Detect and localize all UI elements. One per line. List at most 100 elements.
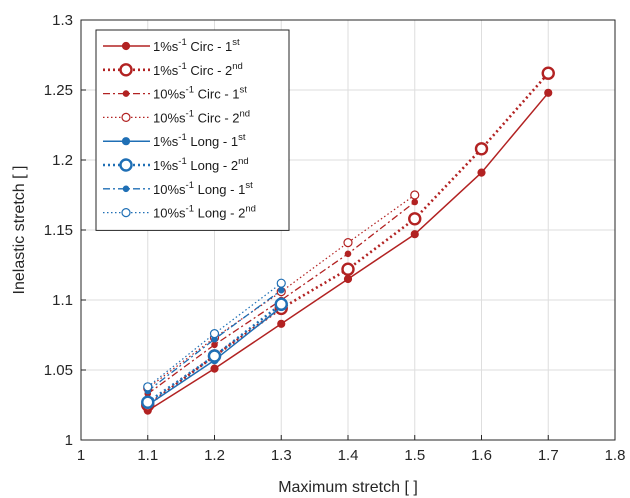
x-tick-label: 1.3: [271, 447, 292, 464]
legend-box: [95, 29, 290, 231]
legend-label-ordinal: nd: [239, 108, 250, 119]
legend-label-unit-exponent: -1: [178, 37, 186, 48]
legend-label: 1%s-1 Circ - 1st: [153, 37, 240, 54]
legend-label: 10%s-1 Long - 1st: [153, 180, 253, 197]
series-6: [141, 297, 288, 409]
legend-label-rate: 10%s: [153, 206, 186, 221]
legend-entry: 1%s-1 Circ - 1st: [103, 37, 240, 54]
data-point: [274, 297, 288, 311]
legend-label-ordinal: st: [239, 85, 247, 96]
legend-entry: 10%s-1 Circ - 1st: [103, 85, 247, 102]
data-point: [544, 88, 553, 97]
legend-label: 10%s-1 Circ - 2nd: [153, 108, 250, 125]
legend-entry: 10%s-1 Long - 1st: [103, 180, 253, 197]
legend-label-unit-exponent: -1: [178, 132, 186, 143]
y-tick-label: 1.15: [44, 222, 73, 239]
legend-label-rate: 10%s: [153, 110, 186, 125]
legend-label-rate: 1%s: [153, 63, 179, 78]
legend-label: 1%s-1 Circ - 2nd: [153, 61, 243, 78]
legend-label-main: Long - 1: [194, 182, 245, 197]
axis-ticks: 1 1.1 1.2 1.3 1.4 1.5 1.6 1.7 1.8 1 1.05 1.1 1.15 1.2…: [44, 12, 626, 464]
data-point: [141, 395, 155, 409]
x-tick-label: 1: [77, 447, 85, 464]
legend-label-unit-exponent: -1: [178, 156, 186, 167]
legend-marker: [121, 208, 131, 218]
data-point: [341, 262, 355, 276]
data-point: [474, 142, 489, 156]
x-tick-label: 1.4: [338, 447, 359, 464]
legend-label-unit-exponent: -1: [186, 85, 194, 96]
data-point: [210, 364, 219, 373]
legend-label-main: Long - 1: [187, 134, 238, 149]
legend-entry: 10%s-1 Circ - 2nd: [103, 108, 250, 125]
x-tick-label: 1.8: [605, 447, 626, 464]
legend-label-ordinal: nd: [238, 156, 249, 167]
legend-label-unit-exponent: -1: [186, 180, 194, 191]
y-tick-label: 1.2: [52, 152, 73, 169]
legend-label-rate: 1%s: [153, 134, 179, 149]
legend-label-unit-exponent: -1: [178, 61, 186, 72]
series-8: [143, 278, 286, 392]
x-tick-label: 1.6: [471, 447, 492, 464]
legend-marker: [122, 90, 130, 97]
legend-label-main: Circ - 2: [187, 63, 233, 78]
data-point: [276, 278, 286, 288]
x-tick-label: 1.7: [538, 447, 559, 464]
y-tick-label: 1: [65, 432, 73, 449]
legend-marker: [122, 185, 130, 193]
data-point: [541, 66, 555, 80]
data-point: [277, 319, 286, 328]
legend-label-rate: 1%s: [153, 158, 179, 173]
legend-label-ordinal: st: [245, 180, 253, 191]
legend-marker: [119, 158, 133, 172]
legend-entry: 1%s-1 Circ - 2nd: [103, 61, 243, 78]
x-axis-label: Maximum stretch [ ]: [278, 479, 418, 496]
legend-label-main: Circ - 1: [187, 39, 233, 54]
y-axis-label: Inelastic stretch [ ]: [11, 166, 28, 295]
legend-label-main: Circ - 2: [194, 110, 240, 125]
legend-entry: 1%s-1 Long - 1st: [103, 132, 246, 149]
legend-entry: 10%s-1 Long - 2nd: [103, 204, 256, 221]
y-tick-label: 1.05: [44, 362, 73, 379]
legend-label: 10%s-1 Circ - 1st: [153, 85, 247, 102]
y-tick-label: 1.3: [52, 12, 73, 29]
legend-label-unit-exponent: -1: [186, 108, 194, 119]
legend-label-ordinal: st: [238, 132, 246, 143]
series-group: [141, 66, 555, 415]
legend-label-rate: 10%s: [153, 87, 186, 102]
legend-label-ordinal: nd: [232, 61, 243, 72]
legend-marker: [121, 41, 131, 51]
data-point: [410, 190, 420, 200]
grid: [80, 19, 616, 441]
legend-marker: [119, 63, 133, 77]
legend-label-unit-exponent: -1: [186, 204, 194, 215]
legend-label-main: Circ - 1: [194, 87, 240, 102]
data-point: [211, 341, 218, 349]
data-point: [411, 198, 419, 206]
legend-label-ordinal: nd: [245, 204, 256, 215]
data-point: [477, 168, 486, 177]
data-point: [207, 349, 222, 363]
series-line: [147, 289, 282, 392]
legend-label-main: Long - 2: [194, 206, 245, 221]
data-point: [408, 212, 422, 226]
data-point: [343, 238, 353, 248]
x-tick-label: 1.1: [137, 447, 158, 464]
x-tick-label: 1.2: [204, 447, 225, 464]
data-point: [410, 230, 419, 239]
legend-entry: 1%s-1 Long - 2nd: [103, 156, 249, 173]
legend-label: 1%s-1 Long - 2nd: [153, 156, 249, 173]
legend-label-main: Long - 2: [187, 158, 238, 173]
data-point: [277, 286, 285, 294]
data-point: [143, 382, 153, 392]
y-tick-label: 1.25: [44, 82, 73, 99]
data-point: [343, 274, 353, 284]
y-tick-label: 1.1: [52, 292, 73, 309]
series-line: [147, 201, 416, 395]
legend-label: 1%s-1 Long - 1st: [153, 132, 246, 149]
data-point: [209, 329, 220, 339]
legend-label-rate: 10%s: [153, 182, 186, 197]
legend-marker: [121, 137, 131, 146]
legend-label: 10%s-1 Long - 2nd: [153, 204, 256, 221]
